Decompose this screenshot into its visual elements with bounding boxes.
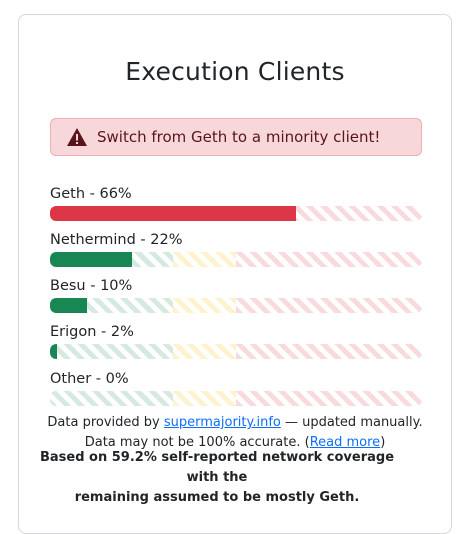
client-share-bar xyxy=(50,391,422,406)
client-label: Nethermind - 22% xyxy=(50,232,183,248)
minority-client-alert: Switch from Geth to a minority client! xyxy=(50,118,422,156)
warning-triangle-icon xyxy=(66,127,88,147)
client-label: Geth - 66% xyxy=(50,186,132,202)
client-nethermind: Nethermind - 22% xyxy=(50,231,422,267)
coverage-footnote-line2: remaining assumed to be mostly Geth. xyxy=(74,490,360,505)
client-share-bar xyxy=(50,298,422,313)
alert-message: Switch from Geth to a minority client! xyxy=(97,128,381,146)
supermajority-link[interactable]: supermajority.info xyxy=(163,415,281,430)
execution-clients-card: Execution Clients Switch from Geth to a … xyxy=(18,14,452,534)
client-share-fill xyxy=(50,298,88,313)
client-share-bar xyxy=(50,206,422,221)
read-more-link[interactable]: Read more xyxy=(309,435,381,450)
client-besu: Besu - 10% xyxy=(50,277,422,313)
coverage-footnote-line1: Based on 59.2% self-reported network cov… xyxy=(39,450,395,485)
client-erigon: Erigon - 2% xyxy=(50,323,422,359)
client-label: Erigon - 2% xyxy=(50,324,134,340)
client-label: Besu - 10% xyxy=(50,278,133,294)
accuracy-note: Data may not be 100% accurate. (Read mor… xyxy=(19,433,451,453)
client-share-fill xyxy=(50,252,132,267)
client-share-fill xyxy=(50,344,58,359)
coverage-footnote: Based on 59.2% self-reported network cov… xyxy=(30,448,404,508)
client-share-fill xyxy=(50,206,296,221)
client-other: Other - 0% xyxy=(50,370,422,406)
accuracy-suffix: ) xyxy=(380,435,386,450)
data-source-prefix: Data provided by xyxy=(47,415,164,430)
card-title: Execution Clients xyxy=(125,57,345,86)
data-source-suffix: — updated manually. xyxy=(280,415,423,430)
client-share-bar xyxy=(50,344,422,359)
data-source-note: Data provided by supermajority.info — up… xyxy=(19,413,451,433)
client-share-bar xyxy=(50,252,422,267)
client-label: Other - 0% xyxy=(50,371,129,387)
client-geth: Geth - 66% xyxy=(50,185,422,221)
accuracy-prefix: Data may not be 100% accurate. ( xyxy=(84,435,310,450)
